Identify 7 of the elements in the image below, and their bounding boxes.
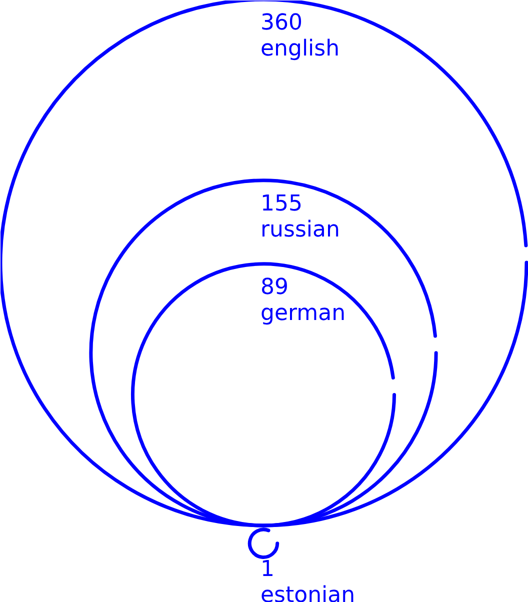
category-label: german — [260, 300, 346, 326]
category-label: russian — [260, 217, 340, 242]
data-label: 1 — [260, 557, 274, 582]
data-label: 89 — [260, 274, 288, 300]
category-label: english — [260, 36, 340, 62]
data-label: 155 — [260, 191, 302, 216]
data-label: 360 — [260, 10, 302, 36]
